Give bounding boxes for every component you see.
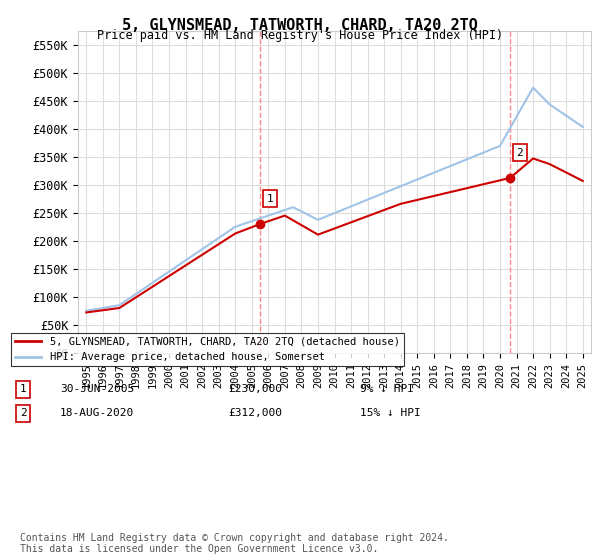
Text: £312,000: £312,000 <box>228 408 282 418</box>
Text: 2: 2 <box>517 148 523 158</box>
Text: Price paid vs. HM Land Registry's House Price Index (HPI): Price paid vs. HM Land Registry's House … <box>97 29 503 42</box>
Text: 15% ↓ HPI: 15% ↓ HPI <box>360 408 421 418</box>
Text: £230,000: £230,000 <box>228 384 282 394</box>
Text: 2: 2 <box>20 408 26 418</box>
Legend: 5, GLYNSMEAD, TATWORTH, CHARD, TA20 2TQ (detached house), HPI: Average price, de: 5, GLYNSMEAD, TATWORTH, CHARD, TA20 2TQ … <box>11 333 404 366</box>
Text: 9% ↓ HPI: 9% ↓ HPI <box>360 384 414 394</box>
Text: 5, GLYNSMEAD, TATWORTH, CHARD, TA20 2TQ: 5, GLYNSMEAD, TATWORTH, CHARD, TA20 2TQ <box>122 18 478 33</box>
Text: 1: 1 <box>20 384 26 394</box>
Text: 18-AUG-2020: 18-AUG-2020 <box>60 408 134 418</box>
Text: Contains HM Land Registry data © Crown copyright and database right 2024.
This d: Contains HM Land Registry data © Crown c… <box>20 533 449 554</box>
Text: 1: 1 <box>266 194 274 204</box>
Text: 30-JUN-2005: 30-JUN-2005 <box>60 384 134 394</box>
